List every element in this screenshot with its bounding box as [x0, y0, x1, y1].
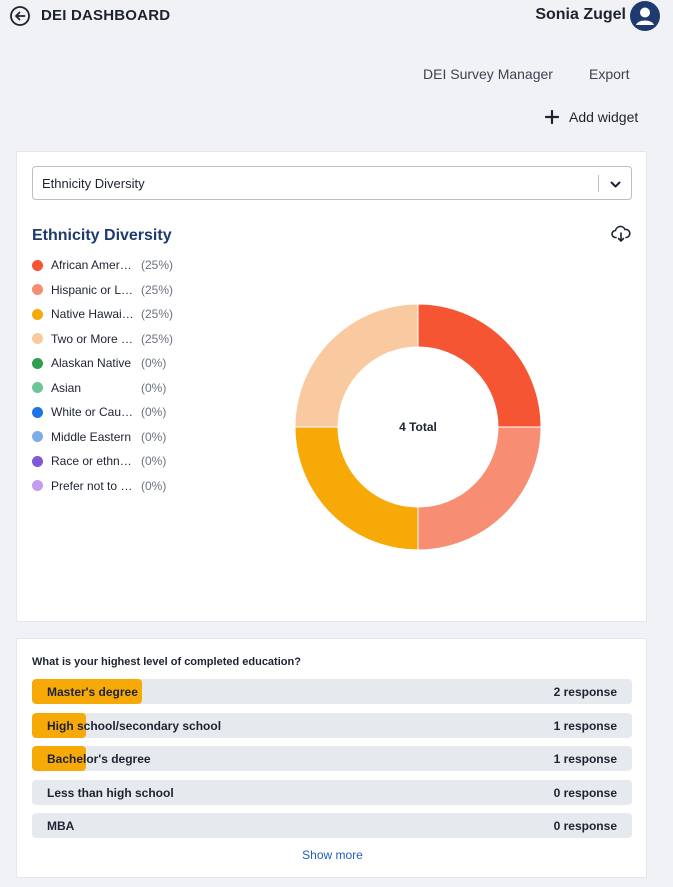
response-row[interactable]: High school/secondary school 1 response [32, 713, 632, 738]
legend-swatch [32, 431, 43, 443]
legend-item[interactable]: Two or More Races (25%) [32, 327, 202, 352]
legend-percent: (0%) [141, 429, 167, 444]
top-bar: DEI DASHBOARD Sonia Zugel [0, 0, 673, 34]
legend-swatch [32, 308, 43, 320]
legend-item[interactable]: White or Caucasian (0%) [32, 400, 202, 425]
legend-swatch [32, 284, 43, 296]
plus-icon [545, 110, 559, 124]
legend-swatch [32, 357, 43, 369]
legend-percent: (0%) [141, 405, 167, 420]
legend-item[interactable]: Native Hawaiian or Pacific Islander (25%) [32, 302, 202, 327]
legend-item[interactable]: African American (25%) [32, 253, 202, 278]
response-label: Less than high school [47, 786, 174, 800]
legend-label: Middle Eastern [51, 429, 132, 444]
response-row[interactable]: MBA 0 response [32, 813, 632, 838]
chart-legend: African American (25%) Hispanic or Latino… [32, 253, 202, 498]
response-row[interactable]: Less than high school 0 response [32, 780, 632, 805]
select-divider [598, 175, 599, 192]
response-bar-fill [32, 746, 86, 771]
donut-slice[interactable] [294, 426, 419, 551]
chevron-down-icon[interactable] [609, 178, 622, 191]
add-widget-button[interactable]: Add widget [545, 109, 638, 125]
legend-percent: (25%) [141, 258, 174, 273]
dei-survey-manager-link[interactable]: DEI Survey Manager [423, 66, 553, 82]
show-more-link[interactable]: Show more [302, 848, 363, 862]
avatar-icon[interactable] [630, 1, 660, 31]
donut-slice[interactable] [417, 426, 542, 551]
legend-label: African American [51, 258, 134, 273]
ethnicity-widget: Ethnicity Diversity Ethnicity Diversity … [16, 151, 647, 622]
legend-label: Race or ethnicity not listed [51, 454, 134, 469]
response-bar-fill [32, 713, 86, 738]
response-row[interactable]: Master's degree 2 response [32, 679, 632, 704]
legend-swatch [32, 382, 43, 394]
donut-slice[interactable] [294, 303, 419, 428]
response-label: Bachelor's degree [47, 752, 151, 766]
legend-item[interactable]: Race or ethnicity not listed (0%) [32, 449, 202, 474]
legend-swatch [32, 455, 43, 467]
legend-label: White or Caucasian [51, 405, 134, 420]
legend-item[interactable]: Prefer not to answer (0%) [32, 474, 202, 499]
select-value: Ethnicity Diversity [42, 176, 145, 191]
cloud-download-icon[interactable] [611, 225, 631, 243]
response-count: 0 response [553, 786, 617, 800]
response-count: 1 response [553, 752, 617, 766]
back-arrow-icon[interactable] [9, 5, 31, 27]
legend-item[interactable]: Alaskan Native (0%) [32, 351, 202, 376]
widget-type-select[interactable]: Ethnicity Diversity [32, 166, 632, 200]
response-row[interactable]: Bachelor's degree 1 response [32, 746, 632, 771]
legend-swatch [32, 333, 43, 345]
legend-percent: (0%) [141, 356, 167, 371]
response-bar-fill [32, 679, 142, 704]
response-count: 2 response [553, 685, 617, 699]
user-name[interactable]: Sonia Zugel [535, 6, 626, 23]
legend-percent: (0%) [141, 380, 167, 395]
ethnicity-donut-chart: 4 Total [294, 303, 542, 551]
legend-label: Asian [51, 380, 82, 395]
response-count: 1 response [553, 719, 617, 733]
widget-title: Ethnicity Diversity [32, 227, 172, 244]
response-label: High school/secondary school [47, 719, 222, 733]
legend-item[interactable]: Asian (0%) [32, 376, 202, 401]
legend-label: Hispanic or Latino [51, 282, 134, 297]
legend-swatch [32, 480, 43, 492]
legend-percent: (25%) [141, 307, 174, 322]
response-label: MBA [47, 819, 75, 833]
legend-swatch [32, 406, 43, 418]
question-title: What is your highest level of completed … [32, 656, 301, 668]
donut-center-label: 4 Total [399, 420, 437, 434]
legend-label: Native Hawaiian or Pacific Islander [51, 307, 134, 322]
page-title: DEI DASHBOARD [41, 7, 171, 24]
response-count: 0 response [553, 819, 617, 833]
legend-percent: (0%) [141, 478, 167, 493]
legend-label: Two or More Races [51, 331, 134, 346]
education-widget: What is your highest level of completed … [16, 638, 647, 878]
legend-label: Prefer not to answer [51, 478, 134, 493]
add-widget-label: Add widget [569, 109, 639, 125]
export-link[interactable]: Export [589, 66, 630, 82]
legend-item[interactable]: Middle Eastern (0%) [32, 425, 202, 450]
legend-item[interactable]: Hispanic or Latino (25%) [32, 278, 202, 303]
legend-percent: (0%) [141, 454, 167, 469]
donut-slice[interactable] [417, 303, 542, 428]
donut-slices [294, 303, 542, 551]
legend-percent: (25%) [141, 282, 174, 297]
legend-swatch [32, 259, 43, 271]
legend-percent: (25%) [141, 331, 174, 346]
legend-label: Alaskan Native [51, 356, 132, 371]
response-label: Master's degree [47, 685, 138, 699]
